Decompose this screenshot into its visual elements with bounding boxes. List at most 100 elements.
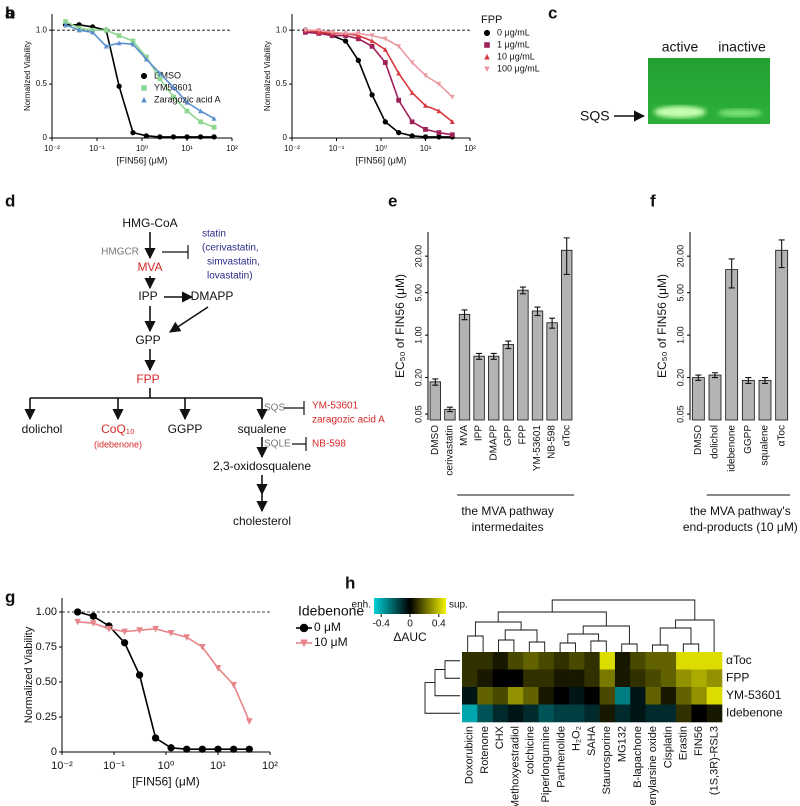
lane-label: inactive [718, 39, 766, 55]
colorbar-tick-label: -0.4 [373, 619, 391, 630]
enzyme: SQLE [264, 439, 291, 450]
enzyme: HMGCR [101, 247, 139, 258]
bar [741, 379, 755, 421]
column-label: Erastin [678, 726, 690, 760]
heatmap-cell [477, 687, 493, 705]
heatmap-cell [462, 652, 478, 670]
error-bar [745, 377, 752, 385]
marker [436, 130, 442, 136]
marker [329, 30, 335, 35]
marker [211, 124, 217, 130]
column-label: Staurosporine [601, 726, 613, 795]
legend-label: 0 μg/mL [497, 27, 530, 37]
heatmap-cell [706, 669, 723, 688]
colorbar-tick-label: 0.4 [432, 619, 446, 630]
x-tick-label: DMSO [430, 425, 441, 455]
panel-label: f [650, 191, 656, 210]
arrow [169, 306, 209, 333]
x-tick-label: 10⁻² [44, 144, 60, 153]
inhibitor: zaragozic acid A [312, 415, 385, 426]
panel-label: c [548, 3, 557, 22]
column-label: Cisplatin [662, 726, 674, 768]
inhibitor: NB-598 [312, 439, 346, 450]
heatmap-cell [599, 652, 616, 670]
panel-label: e [388, 191, 397, 210]
marker [409, 119, 415, 125]
series-line [77, 611, 250, 750]
marker [355, 36, 361, 42]
enzyme: SQS [264, 403, 285, 414]
heatmap-cell [584, 652, 600, 670]
legend-label: Zaragozic acid A [154, 94, 221, 104]
y-tick-label: 20.00 [413, 245, 423, 268]
y-tick-label: 5.00 [413, 284, 423, 302]
marker [116, 40, 122, 46]
heatmap-cell [569, 669, 585, 688]
marker [170, 134, 177, 140]
inhibition [162, 245, 189, 259]
node: FPP [136, 372, 159, 386]
marker [143, 56, 149, 62]
x-tick-label: 10⁻¹ [89, 144, 105, 153]
y-tick-label: 5.00 [675, 284, 685, 302]
bar [517, 289, 529, 421]
heatmap-cell [706, 652, 723, 670]
y-axis-label: EC₅₀ of FIN56 (μM) [655, 274, 669, 378]
x-tick-label: 10¹ [210, 760, 226, 772]
column-label: Piperlongumine [540, 726, 552, 802]
heatmap-cell [630, 704, 646, 723]
heatmap-cell [477, 652, 493, 670]
legend-marker [140, 72, 148, 80]
x-axis-label: [FIN56] (μM) [132, 775, 200, 789]
marker [184, 134, 190, 140]
legend-title: Idebenone [298, 603, 364, 619]
marker [302, 28, 308, 33]
heatmap-cell [477, 669, 493, 688]
x-tick-label: idebenone [726, 425, 737, 472]
marker [246, 718, 253, 725]
x-axis-label: [FIN56] (μM) [356, 155, 407, 165]
node: IPP [138, 289, 157, 303]
marker [167, 744, 175, 752]
annotation: the MVA pathway [461, 504, 554, 518]
marker [171, 84, 176, 90]
y-tick-label: 0 [283, 133, 288, 142]
heatmap-cell [599, 704, 616, 723]
bar [429, 381, 441, 421]
y-tick-label: 0.5 [36, 79, 48, 88]
marker [90, 29, 96, 35]
marker [167, 630, 175, 637]
x-tick-label: DMSO [693, 425, 704, 455]
y-tick-label: 0 [51, 746, 57, 758]
series-line [305, 29, 453, 123]
marker [90, 620, 97, 627]
pathway: d HMG-CoA HMGCR MVA IPP DMAPP GPP FPP st… [5, 191, 385, 528]
marker [197, 134, 204, 140]
marker [382, 60, 388, 65]
marker [423, 126, 428, 132]
marker [214, 745, 222, 753]
marker [121, 628, 128, 636]
row-label: FPP [726, 670, 749, 684]
marker [409, 90, 415, 95]
bar [758, 379, 772, 421]
bar [458, 313, 471, 421]
x-tick-label: MVA [459, 425, 470, 446]
heatmap-cell [523, 652, 539, 670]
marker [74, 618, 81, 626]
marker [382, 119, 388, 125]
row-label: Idebenone [726, 705, 783, 719]
column-label: MG132 [616, 726, 628, 762]
colorbar-end: enh. [352, 600, 371, 611]
node: dolichol [22, 422, 63, 436]
node: CoQ₁₀ [101, 422, 135, 436]
heatmap-cell [706, 704, 723, 723]
y-tick-label: 20.00 [675, 245, 685, 268]
x-tick-label: 10⁻² [51, 760, 73, 772]
error-bar [490, 352, 497, 360]
marker [211, 115, 217, 121]
marker [157, 134, 163, 140]
legend-label: 10 μM [314, 635, 348, 649]
legend-label: 10 μg/mL [497, 51, 535, 61]
heatmap-cell [538, 704, 555, 723]
